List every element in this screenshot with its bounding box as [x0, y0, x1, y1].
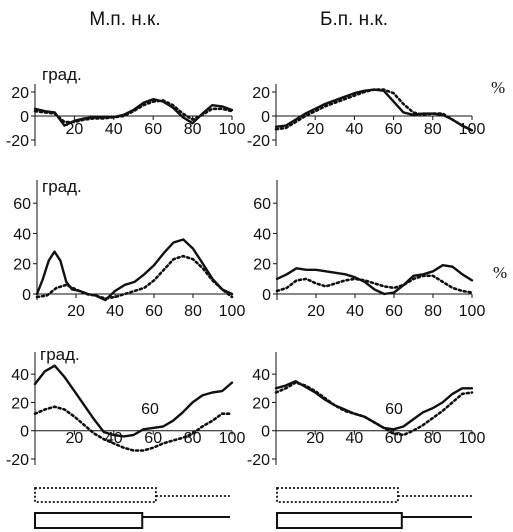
y-tick-label: 0 — [261, 109, 270, 126]
x-tick-label: 100 — [219, 303, 246, 320]
y-tick-label: 0 — [261, 424, 270, 441]
chart-r2c1: 60 40 20 0 20 40 60 80 100 — [13, 180, 245, 320]
y-tick-label: 60 — [253, 196, 271, 213]
y-tick-label: -20 — [6, 452, 29, 469]
x-tick-label: 40 — [105, 121, 123, 138]
chart-r2c2: 60 40 20 0 20 40 60 80 100 — [253, 180, 485, 320]
y-tick-label: 0 — [20, 424, 29, 441]
series-dotted — [274, 381, 474, 437]
unit-label-row2: град. — [42, 177, 82, 196]
x-tick-label: 80 — [424, 430, 442, 447]
unit-label-row3: град. — [40, 345, 80, 364]
x-tick-label: 80 — [184, 121, 202, 138]
percent-label-row2: % — [493, 263, 507, 282]
chart-r1c1: 20 0 -20 20 40 60 80 100 — [6, 84, 246, 150]
y-tick-label: 20 — [252, 395, 270, 412]
phase-bar-left — [34, 487, 230, 529]
x-tick-label: 100 — [459, 303, 486, 320]
y-tick-label: 0 — [22, 287, 31, 304]
chart-annotation: 60 — [385, 401, 403, 418]
y-tick-label: 20 — [11, 395, 29, 412]
solid-stance-bar — [34, 512, 144, 529]
phase-bar-right — [276, 487, 472, 529]
x-tick-label: 100 — [219, 121, 246, 138]
series-dotted — [275, 274, 474, 294]
y-tick-label: -20 — [247, 133, 270, 150]
series-solid — [275, 264, 474, 296]
y-tick-label: 60 — [13, 196, 31, 213]
y-tick-label: -20 — [6, 133, 29, 150]
x-tick-label: 20 — [306, 430, 324, 447]
x-tick-label: 100 — [459, 430, 486, 447]
series-solid — [33, 364, 234, 438]
y-tick-label: 0 — [20, 109, 29, 126]
phase-bars-group — [34, 487, 472, 529]
series-dotted — [33, 99, 234, 124]
series-dotted — [33, 405, 234, 452]
left-column-title: М.п. н.к. — [89, 9, 160, 30]
percent-label-row1: % — [491, 78, 505, 97]
series-dotted — [274, 88, 474, 132]
x-tick-label: 60 — [385, 303, 403, 320]
x-tick-label: 80 — [424, 121, 442, 138]
unit-label-row1: град. — [42, 65, 82, 84]
series-dotted — [35, 254, 234, 300]
x-tick-label: 20 — [66, 121, 84, 138]
x-tick-label: 40 — [346, 430, 364, 447]
x-tick-label: 60 — [385, 121, 403, 138]
y-tick-label: 20 — [253, 257, 271, 274]
solid-stance-bar — [276, 512, 403, 529]
y-tick-label: -20 — [247, 452, 270, 469]
x-tick-label: 20 — [307, 303, 325, 320]
x-tick-label: 40 — [346, 303, 364, 320]
x-tick-label: 100 — [219, 430, 246, 447]
y-tick-label: 20 — [13, 257, 31, 274]
x-tick-label: 20 — [67, 303, 85, 320]
chart-annotation: 60 — [141, 401, 159, 418]
y-tick-label: 40 — [11, 367, 29, 384]
x-tick-label: 80 — [184, 303, 202, 320]
y-tick-label: 0 — [262, 287, 271, 304]
series-solid — [35, 238, 234, 302]
dotted-stance-bar — [276, 487, 399, 503]
x-tick-label: 20 — [306, 121, 324, 138]
y-tick-label: 40 — [253, 226, 271, 243]
y-tick-label: 40 — [13, 226, 31, 243]
y-tick-label: 20 — [252, 85, 270, 102]
x-tick-label: 60 — [144, 121, 162, 138]
x-tick-label: 20 — [66, 430, 84, 447]
x-tick-label: 40 — [106, 303, 124, 320]
dotted-stance-bar — [34, 487, 157, 503]
x-tick-label: 60 — [145, 303, 163, 320]
x-tick-label: 60 — [144, 430, 162, 447]
y-tick-label: 40 — [252, 367, 270, 384]
right-column-title: Б.п. н.к. — [320, 9, 388, 30]
y-tick-label: 20 — [11, 85, 29, 102]
x-tick-label: 80 — [424, 303, 442, 320]
x-tick-label: 40 — [346, 121, 364, 138]
